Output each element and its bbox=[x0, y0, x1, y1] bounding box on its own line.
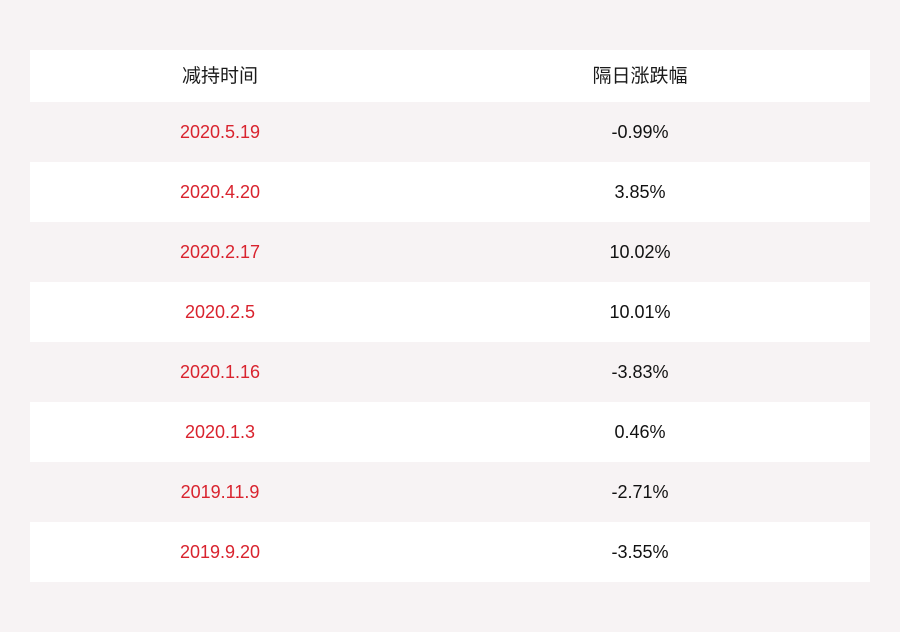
row-date: 2019.9.20 bbox=[179, 542, 261, 562]
table-row: 2020.2.5 10.01% bbox=[30, 282, 870, 342]
row-change: 3.85% bbox=[614, 182, 666, 202]
table-row: 2019.11.9 -2.71% bbox=[30, 462, 870, 522]
table-row: 2020.2.17 10.02% bbox=[30, 222, 870, 282]
row-change: 0.46% bbox=[614, 422, 666, 442]
table-header-row: 减持时间 隔日涨跌幅 bbox=[30, 50, 870, 102]
row-date: 2020.1.3 bbox=[184, 422, 256, 442]
row-date: 2020.2.5 bbox=[184, 302, 256, 322]
row-change: -3.55% bbox=[611, 542, 669, 562]
row-date: 2020.5.19 bbox=[179, 122, 261, 142]
row-date: 2020.4.20 bbox=[179, 182, 261, 202]
table-row: 2020.1.3 0.46% bbox=[30, 402, 870, 462]
row-date: 2020.2.17 bbox=[179, 242, 261, 262]
header-date: 减持时间 bbox=[181, 65, 258, 87]
row-change: -0.99% bbox=[611, 122, 669, 142]
table-row: 2020.1.16 -3.83% bbox=[30, 342, 870, 402]
row-change: 10.01% bbox=[609, 302, 671, 322]
row-change: -3.83% bbox=[611, 362, 669, 382]
row-change: -2.71% bbox=[611, 482, 669, 502]
table-row: 2020.4.20 3.85% bbox=[30, 162, 870, 222]
header-next-day-change: 隔日涨跌幅 bbox=[592, 65, 688, 87]
table-row: 2019.9.20 -3.55% bbox=[30, 522, 870, 582]
reduction-table: 减持时间 隔日涨跌幅 2020.5.19 -0.99% 2020.4.20 3.… bbox=[30, 50, 870, 582]
row-change: 10.02% bbox=[609, 242, 671, 262]
row-date: 2020.1.16 bbox=[179, 362, 261, 382]
row-date: 2019.11.9 bbox=[180, 482, 260, 502]
table-row: 2020.5.19 -0.99% bbox=[30, 102, 870, 162]
